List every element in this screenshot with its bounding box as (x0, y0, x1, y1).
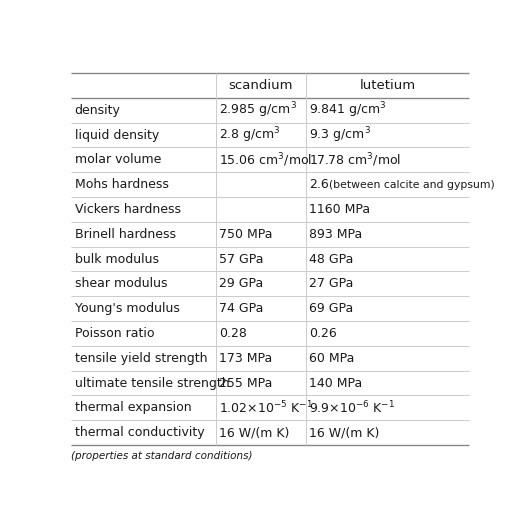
Text: Young's modulus: Young's modulus (75, 302, 179, 315)
Text: bulk modulus: bulk modulus (75, 253, 158, 266)
Text: 74 GPa: 74 GPa (219, 302, 263, 315)
Text: scandium: scandium (229, 79, 293, 92)
Text: 9.841 g/cm$^3$: 9.841 g/cm$^3$ (310, 100, 387, 120)
Text: ultimate tensile strength: ultimate tensile strength (75, 376, 229, 390)
Text: 0.28: 0.28 (219, 327, 247, 340)
Text: 2.6: 2.6 (310, 178, 329, 191)
Text: 15.06 cm$^3$/mol: 15.06 cm$^3$/mol (219, 151, 312, 169)
Text: 893 MPa: 893 MPa (310, 228, 363, 241)
Text: Mohs hardness: Mohs hardness (75, 178, 168, 191)
Text: 27 GPa: 27 GPa (310, 277, 354, 290)
Text: 1160 MPa: 1160 MPa (310, 203, 371, 216)
Text: 173 MPa: 173 MPa (219, 352, 272, 365)
Text: 16 W/(m K): 16 W/(m K) (219, 426, 289, 439)
Text: 2.985 g/cm$^3$: 2.985 g/cm$^3$ (219, 100, 297, 120)
Text: lutetium: lutetium (359, 79, 415, 92)
Text: liquid density: liquid density (75, 129, 159, 142)
Text: tensile yield strength: tensile yield strength (75, 352, 207, 365)
Text: thermal expansion: thermal expansion (75, 401, 191, 414)
Text: 140 MPa: 140 MPa (310, 376, 363, 390)
Text: 2.8 g/cm$^3$: 2.8 g/cm$^3$ (219, 125, 280, 145)
Text: 29 GPa: 29 GPa (219, 277, 263, 290)
Text: 69 GPa: 69 GPa (310, 302, 354, 315)
Text: 0.26: 0.26 (310, 327, 337, 340)
Text: thermal conductivity: thermal conductivity (75, 426, 204, 439)
Text: Poisson ratio: Poisson ratio (75, 327, 154, 340)
Text: density: density (75, 104, 121, 117)
Text: (properties at standard conditions): (properties at standard conditions) (72, 451, 253, 461)
Text: 48 GPa: 48 GPa (310, 253, 354, 266)
Text: 750 MPa: 750 MPa (219, 228, 272, 241)
Text: Vickers hardness: Vickers hardness (75, 203, 181, 216)
Text: 9.3 g/cm$^3$: 9.3 g/cm$^3$ (310, 125, 371, 145)
Text: 16 W/(m K): 16 W/(m K) (310, 426, 380, 439)
Text: molar volume: molar volume (75, 153, 161, 166)
Text: 57 GPa: 57 GPa (219, 253, 264, 266)
Text: 9.9×10$^{-6}$ K$^{-1}$: 9.9×10$^{-6}$ K$^{-1}$ (310, 400, 395, 416)
Text: (between calcite and gypsum): (between calcite and gypsum) (322, 180, 495, 190)
Text: 1.02×10$^{-5}$ K$^{-1}$: 1.02×10$^{-5}$ K$^{-1}$ (219, 400, 313, 416)
Text: Brinell hardness: Brinell hardness (75, 228, 176, 241)
Text: 60 MPa: 60 MPa (310, 352, 355, 365)
Text: 255 MPa: 255 MPa (219, 376, 272, 390)
Text: 17.78 cm$^3$/mol: 17.78 cm$^3$/mol (310, 151, 402, 169)
Text: shear modulus: shear modulus (75, 277, 167, 290)
